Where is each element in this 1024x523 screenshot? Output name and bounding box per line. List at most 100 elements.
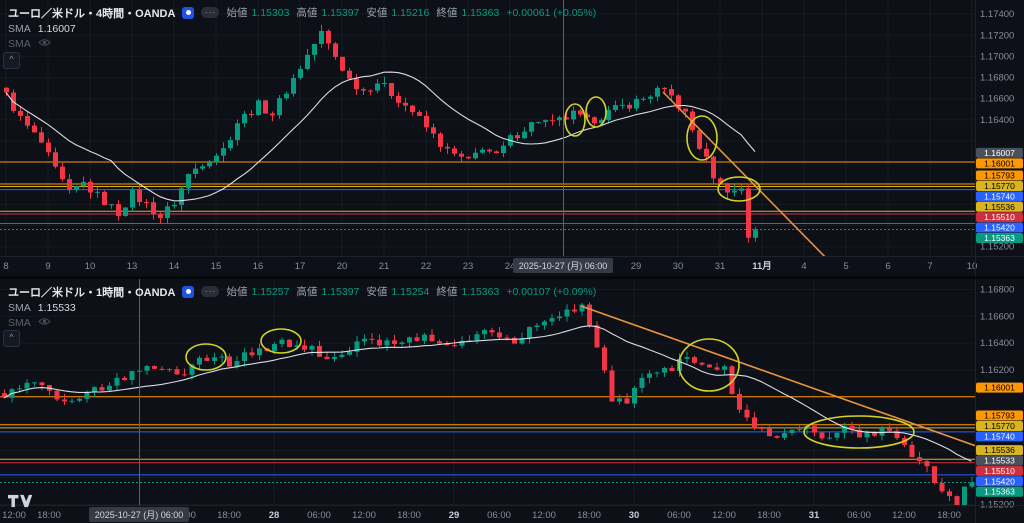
oanda-logo-icon[interactable] (182, 285, 195, 298)
svg-text:12:00: 12:00 (712, 510, 736, 521)
sma-line[interactable] (5, 71, 756, 202)
svg-text:7: 7 (927, 261, 932, 272)
close-value: 1.15363 (461, 6, 500, 19)
high-value: 1.15397 (321, 6, 360, 19)
svg-text:21: 21 (379, 261, 390, 272)
svg-text:28: 28 (269, 510, 280, 521)
high-label: 高値 (296, 286, 318, 298)
price-axis[interactable]: 1.16800 1.16600 1.16400 1.16200 1.15200 (980, 284, 1014, 510)
svg-text:1.16400: 1.16400 (980, 338, 1014, 349)
svg-text:8: 8 (3, 261, 8, 272)
svg-text:1.15770: 1.15770 (984, 421, 1015, 431)
svg-text:1.15200: 1.15200 (980, 242, 1014, 253)
grid-lines (0, 0, 975, 256)
annotation-ellipse[interactable] (260, 328, 302, 354)
change-value: +0.00061 (+0.05%) (506, 6, 597, 19)
svg-text:12:00: 12:00 (2, 510, 26, 521)
svg-text:10: 10 (85, 261, 96, 272)
svg-text:2025-10-27 (月) 06:00: 2025-10-27 (月) 06:00 (95, 510, 184, 520)
svg-text:06:00: 06:00 (307, 510, 331, 521)
tradingview-logo[interactable] (8, 494, 34, 513)
sma2-indicator-label[interactable]: SMA (8, 316, 31, 329)
svg-text:1.15420: 1.15420 (984, 476, 1015, 486)
sma-indicator-value: 1.16007 (37, 22, 76, 35)
panel2-symbol-title[interactable]: ユーロ／米ドル・1時間・OANDA (8, 286, 176, 299)
svg-text:12:00: 12:00 (532, 510, 556, 521)
svg-text:20: 20 (337, 261, 348, 272)
sma-indicator-label[interactable]: SMA (8, 301, 31, 314)
svg-text:1.15770: 1.15770 (984, 181, 1015, 191)
svg-text:10: 10 (967, 261, 978, 272)
svg-text:1.16800: 1.16800 (980, 73, 1014, 84)
svg-text:29: 29 (449, 510, 460, 521)
candlestick-series[interactable] (4, 24, 836, 268)
time-axis[interactable]: 8 9 10 13 14 15 16 17 20 21 22 23 24 29 30 31 11月 4 5 6 7 10 2… (3, 258, 977, 273)
svg-text:1.15363: 1.15363 (984, 233, 1015, 243)
sma-indicator-label[interactable]: SMA (8, 22, 31, 35)
annotation-ellipse[interactable] (717, 176, 761, 202)
svg-text:6: 6 (885, 261, 890, 272)
svg-text:1.15536: 1.15536 (984, 202, 1015, 212)
svg-text:1.15740: 1.15740 (984, 191, 1015, 201)
price-axis[interactable]: 1.17400 1.17200 1.17000 1.16800 1.16600 1.164… (980, 9, 1014, 253)
high-value: 1.15397 (321, 285, 360, 298)
svg-text:1.15793: 1.15793 (984, 411, 1015, 421)
svg-text:4: 4 (801, 261, 806, 272)
svg-text:31: 31 (715, 261, 726, 272)
svg-text:30: 30 (673, 261, 684, 272)
horizontal-level-lines[interactable] (0, 396, 975, 476)
low-value: 1.15216 (391, 6, 430, 19)
annotation-ellipse[interactable] (803, 415, 915, 449)
annotation-ellipse[interactable] (564, 103, 586, 137)
time-axis[interactable]: 12:00 18:00 12:00 18:00 28 06:00 12:00 18:00 29 0… (2, 507, 961, 522)
svg-text:1.15420: 1.15420 (984, 223, 1015, 233)
candlestick-series[interactable] (2, 302, 1010, 512)
low-label: 安値 (366, 7, 388, 19)
data-provider-pill-icon[interactable]: ··· (201, 286, 220, 297)
svg-text:06:00: 06:00 (847, 510, 871, 521)
annotation-ellipse[interactable] (185, 343, 227, 371)
svg-text:1.15510: 1.15510 (984, 212, 1015, 222)
panel-divider[interactable] (0, 276, 1024, 280)
eye-icon[interactable] (38, 317, 51, 329)
eye-icon[interactable] (38, 38, 51, 50)
crosshair-date-badge (513, 258, 613, 273)
svg-text:14: 14 (169, 261, 180, 272)
horizontal-level-lines[interactable] (0, 161, 975, 224)
svg-text:30: 30 (629, 510, 640, 521)
panel1-legend: ユーロ／米ドル・4時間・OANDA ··· 始値 1.15303 高値 1.1539… (8, 4, 596, 51)
annotation-ellipse[interactable] (585, 96, 607, 128)
descending-trendline[interactable] (580, 305, 1010, 458)
svg-text:31: 31 (809, 510, 820, 521)
svg-text:18:00: 18:00 (397, 510, 421, 521)
svg-text:9: 9 (45, 261, 50, 272)
annotation-ellipse[interactable] (686, 115, 718, 161)
svg-text:1.15533: 1.15533 (984, 455, 1015, 465)
svg-text:1.15510: 1.15510 (984, 466, 1015, 476)
panel1-symbol-title[interactable]: ユーロ／米ドル・4時間・OANDA (8, 7, 176, 20)
panel1-collapse-chevron-icon[interactable]: ^ (3, 52, 20, 69)
sma2-indicator-label[interactable]: SMA (8, 37, 31, 50)
svg-text:1.16800: 1.16800 (980, 284, 1014, 295)
annotation-ellipse[interactable] (678, 338, 740, 392)
svg-text:5: 5 (843, 261, 848, 272)
sma-line[interactable] (3, 325, 972, 462)
data-provider-pill-icon[interactable]: ··· (201, 7, 220, 18)
svg-text:29: 29 (631, 261, 642, 272)
svg-text:24: 24 (505, 261, 516, 272)
open-value: 1.15303 (251, 6, 290, 19)
svg-text:1.16200: 1.16200 (980, 365, 1014, 376)
close-value: 1.15363 (461, 285, 500, 298)
svg-text:12:00: 12:00 (352, 510, 376, 521)
svg-text:2025-10-27 (月) 06:00: 2025-10-27 (月) 06:00 (519, 261, 608, 271)
svg-text:13: 13 (127, 261, 138, 272)
svg-text:1.16600: 1.16600 (980, 311, 1014, 322)
descending-trendline[interactable] (662, 91, 836, 268)
svg-text:1.15740: 1.15740 (984, 431, 1015, 441)
price-axis-badges: 1.160011.157931.157701.157401.155361.155… (976, 382, 1023, 497)
svg-text:17: 17 (295, 261, 306, 272)
oanda-logo-icon[interactable] (182, 6, 195, 19)
panel2-collapse-chevron-icon[interactable]: ^ (3, 330, 20, 347)
